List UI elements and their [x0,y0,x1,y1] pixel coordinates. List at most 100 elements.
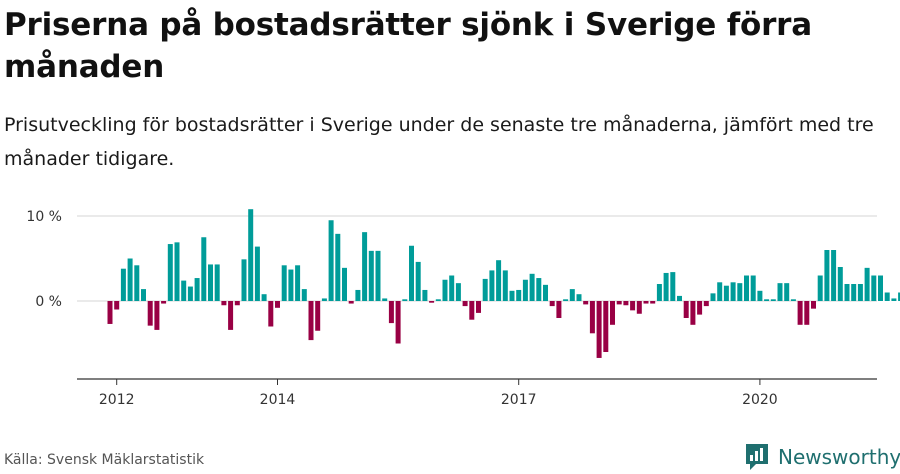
bar [174,242,180,301]
bar [388,301,394,324]
bar [730,282,736,301]
bar [516,289,522,301]
bar [415,261,421,301]
bar [409,245,414,301]
bar [375,250,381,301]
bar [536,278,542,301]
bar [784,283,790,301]
bar [710,293,716,301]
bar [301,289,307,301]
bar [656,284,662,301]
bar [616,301,622,305]
bar [744,275,749,301]
bar [234,301,240,306]
bar [737,283,743,301]
x-axis [77,378,877,385]
bar [898,292,900,301]
bar [522,279,528,301]
bar [288,269,294,301]
bar [837,267,843,301]
bar [543,284,548,301]
bar [790,299,796,301]
bars [107,209,900,358]
bar [187,286,193,301]
x-tick-label: 2014 [260,392,296,408]
bar [683,301,689,318]
bar [141,289,146,301]
bar [811,301,816,309]
bar [496,260,502,301]
bar [114,301,120,310]
bar [864,267,870,301]
bar [851,284,857,301]
bar [569,289,575,301]
newsworthy-logo: Newsworthy [744,441,900,473]
bar [610,301,615,325]
bar [824,250,830,301]
bar [476,301,481,313]
bar [576,294,582,301]
bar [315,301,321,331]
bar [194,278,200,301]
bar [462,301,468,307]
bar [435,299,441,301]
newsworthy-logo-icon [746,444,768,470]
bar [583,301,589,305]
bar [335,233,341,301]
bar [556,301,562,318]
bar [241,259,247,301]
bar [348,301,354,304]
bar [623,301,629,306]
bar [362,232,368,301]
bar [368,250,374,301]
bar [589,301,595,334]
bar [717,282,723,301]
bar [254,246,260,301]
bar [690,301,696,325]
bar [228,301,234,330]
chart-subtitle: Prisutveckling för bostadsrätter i Sveri… [4,114,874,170]
bar [261,294,267,301]
bar [703,301,709,307]
bar [154,301,160,330]
bar [120,268,126,301]
bar [449,275,455,301]
bar [422,289,428,301]
x-tick-label: 2020 [742,392,778,408]
bar [750,275,756,301]
bar [221,301,227,306]
bar [402,299,408,301]
bar [281,265,287,301]
y-tick-label: 0 % [35,294,62,310]
bar [214,264,220,301]
bar [275,301,280,308]
bar [817,275,823,301]
bar [663,272,669,301]
chart-title: Priserna på bostadsrätter sjönk i Sverig… [4,7,812,85]
bar [831,250,837,301]
bar [844,284,850,301]
bar [295,265,301,301]
bar [670,272,676,301]
bar [636,301,642,314]
bar [764,299,770,301]
bar [603,301,609,352]
bar [321,298,327,301]
bar [382,298,388,301]
x-tick-label: 2017 [501,392,537,408]
bar [509,290,515,301]
bar [563,299,569,301]
bar [723,285,729,301]
bar [455,283,461,301]
bar [489,270,495,301]
bar [482,278,488,301]
bar [181,280,187,301]
bar [342,267,347,301]
bar [355,289,361,301]
bar [770,299,776,301]
bar [134,265,140,301]
bar [208,264,213,301]
bar [107,301,113,324]
bar [650,301,656,304]
axis-labels: 0 %10 %20122014201720202022-2 % [26,209,778,408]
